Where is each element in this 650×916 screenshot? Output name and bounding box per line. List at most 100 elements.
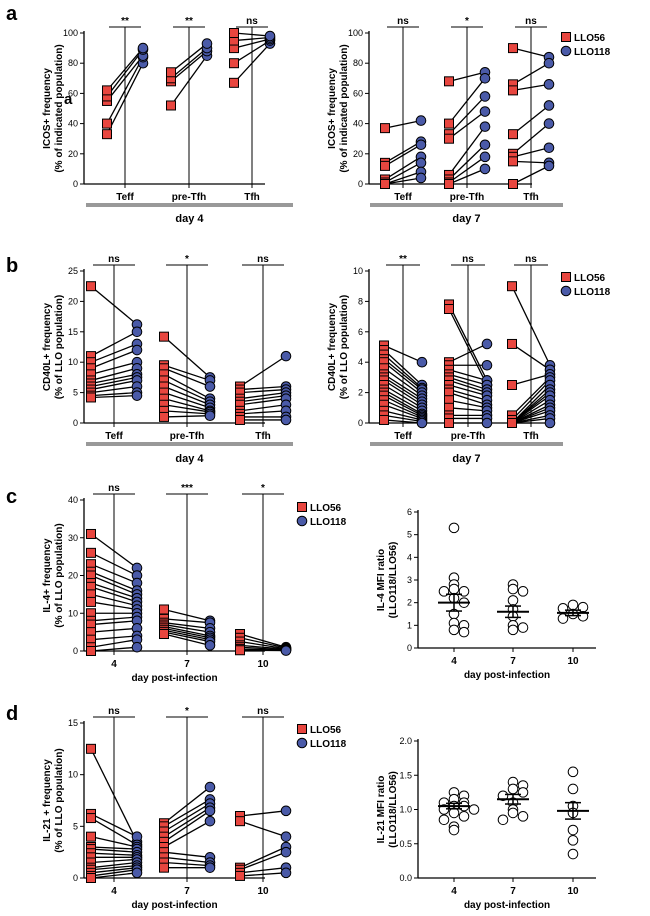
group-label: day 7 bbox=[452, 453, 480, 465]
data-point bbox=[567, 599, 579, 611]
point-llo56 bbox=[508, 43, 518, 54]
pair-line bbox=[233, 43, 271, 84]
y-tick-label: 40 bbox=[68, 495, 78, 505]
point-llo56 bbox=[102, 129, 112, 140]
y-axis-label-line: (% of indicated population) bbox=[339, 44, 350, 172]
significance-label: ns bbox=[108, 254, 120, 265]
point-llo56 bbox=[229, 77, 239, 88]
pair-line bbox=[90, 616, 138, 622]
y-tick-label: 1.0 bbox=[399, 805, 412, 815]
point-llo118 bbox=[479, 121, 491, 132]
y-tick-label: 2.0 bbox=[399, 736, 412, 746]
point-llo56 bbox=[86, 813, 96, 824]
y-axis-label-line: CD40L+ frequency bbox=[42, 303, 53, 392]
pair-line bbox=[239, 355, 287, 388]
pair-line bbox=[90, 367, 138, 382]
y-tick-label: 80 bbox=[353, 58, 363, 68]
point-llo56 bbox=[508, 129, 518, 140]
legend-marker-llo118 bbox=[560, 45, 572, 57]
pair-line bbox=[90, 391, 138, 397]
point-llo118 bbox=[204, 640, 216, 651]
legend-marker-llo56 bbox=[297, 502, 307, 512]
point-llo56 bbox=[86, 596, 96, 607]
pair-line bbox=[512, 47, 550, 58]
significance-label: ns bbox=[108, 483, 120, 494]
data-point bbox=[567, 783, 579, 795]
point-llo56 bbox=[159, 331, 169, 342]
point-llo118 bbox=[131, 326, 143, 338]
data-point bbox=[517, 622, 529, 633]
x-tick-label: 4 bbox=[111, 886, 117, 897]
point-llo56 bbox=[235, 870, 245, 881]
pair-line bbox=[163, 623, 211, 633]
point-llo56 bbox=[380, 123, 390, 134]
legend: LLO56 LLO118 bbox=[296, 724, 347, 750]
point-llo56 bbox=[166, 100, 176, 111]
chart-d_left: 0 5 10 15 IL-21 + frequency(% of LLO populat… bbox=[42, 706, 347, 911]
pair-line bbox=[90, 552, 138, 577]
pair-line bbox=[384, 171, 422, 185]
pair-line bbox=[233, 36, 271, 42]
stray-panel-label: a bbox=[64, 91, 73, 108]
point-llo56 bbox=[86, 831, 96, 842]
point-llo56 bbox=[102, 85, 112, 96]
pair-line bbox=[163, 367, 211, 388]
pair-line bbox=[90, 574, 138, 595]
pair-line bbox=[163, 410, 211, 415]
point-llo118 bbox=[415, 139, 427, 151]
pair-line bbox=[106, 55, 144, 102]
point-llo118 bbox=[543, 100, 555, 111]
y-tick-label: 0 bbox=[73, 873, 78, 883]
data-point bbox=[517, 586, 529, 597]
legend-marker-llo118 bbox=[296, 515, 308, 527]
y-axis-label-line: (% of LLO population) bbox=[54, 295, 65, 399]
point-llo56 bbox=[86, 281, 96, 292]
x-tick-label: 7 bbox=[510, 886, 516, 897]
pair-line bbox=[90, 646, 138, 652]
pair-line bbox=[448, 369, 488, 382]
pair-line bbox=[163, 391, 211, 409]
point-llo56 bbox=[86, 392, 96, 403]
point-llo118 bbox=[131, 390, 143, 401]
y-axis-label-line: (% of LLO population) bbox=[339, 295, 350, 399]
pair-line bbox=[512, 62, 550, 85]
x-tick-label: 7 bbox=[510, 656, 516, 667]
chart-c_right: 0 1 2 3 4 5 6 IL-4 MFI ratio(LLO118/LLO56) 4 7 10 d… bbox=[376, 507, 596, 681]
group-label: day 4 bbox=[175, 453, 204, 465]
y-tick-label: 60 bbox=[353, 88, 363, 98]
x-tick-label: 10 bbox=[567, 656, 579, 667]
data-point bbox=[448, 824, 460, 836]
significance-label: ns bbox=[257, 254, 269, 265]
pair-line bbox=[90, 379, 138, 391]
y-tick-label: 100 bbox=[63, 28, 78, 38]
pair-line bbox=[448, 343, 488, 363]
x-axis-label: day post-infection bbox=[131, 673, 217, 684]
pair-line bbox=[383, 399, 423, 418]
y-tick-label: 4 bbox=[407, 552, 412, 562]
pair-line bbox=[239, 394, 287, 403]
x-tick-label: pre-Tfh bbox=[450, 192, 484, 203]
pair-line bbox=[448, 407, 488, 412]
point-llo56 bbox=[507, 380, 517, 390]
y-tick-label: 20 bbox=[68, 571, 78, 581]
legend-label-llo56: LLO56 bbox=[574, 273, 606, 284]
y-tick-label: 10 bbox=[353, 266, 363, 276]
point-llo56 bbox=[444, 179, 454, 189]
significance-label: ** bbox=[185, 16, 193, 27]
pair-line bbox=[448, 144, 486, 180]
data-point bbox=[567, 824, 579, 836]
pair-line bbox=[90, 813, 138, 838]
data-point bbox=[497, 790, 509, 802]
pair-line bbox=[163, 786, 211, 824]
pair-line bbox=[448, 391, 488, 406]
point-llo118 bbox=[543, 118, 555, 129]
pair-line bbox=[384, 119, 422, 129]
pair-line bbox=[383, 388, 423, 412]
point-llo56 bbox=[235, 414, 245, 425]
y-tick-label: 2 bbox=[407, 598, 412, 608]
y-axis-label: IL-4 MFI ratio(LLO118/LLO56) bbox=[376, 542, 399, 619]
pair-line bbox=[383, 361, 423, 394]
y-axis-label: ICOS+ frequency(% of indicated populatio… bbox=[327, 44, 350, 172]
y-tick-label: 1.5 bbox=[399, 770, 412, 780]
x-tick-label: Teff bbox=[116, 192, 134, 203]
